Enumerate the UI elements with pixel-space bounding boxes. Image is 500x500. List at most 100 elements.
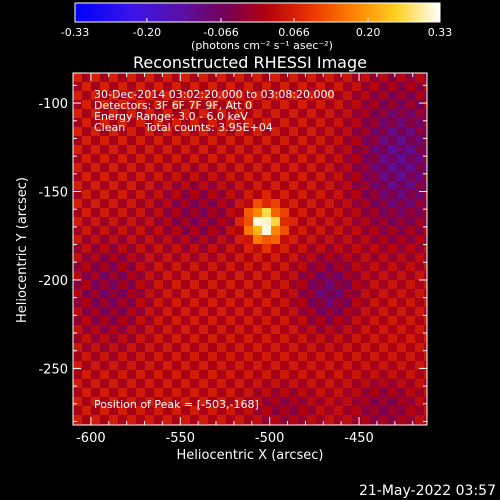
heatmap-cell — [190, 370, 199, 379]
heatmap-cell — [217, 370, 226, 379]
heatmap-cell — [235, 343, 244, 352]
heatmap-cell — [289, 262, 298, 271]
heatmap-cell — [73, 415, 82, 424]
heatmap-cell — [217, 154, 226, 163]
heatmap-cell — [181, 325, 190, 334]
heatmap-cell — [298, 253, 307, 262]
heatmap-cell — [163, 208, 172, 217]
time-range-text: 30-Dec-2014 03:02:20.000 to 03:08:20.000 — [94, 88, 335, 101]
heatmap-cell — [109, 370, 118, 379]
heatmap-cell — [82, 298, 91, 307]
heatmap-cell — [163, 82, 172, 91]
heatmap-cell — [316, 289, 325, 298]
heatmap-cell — [127, 109, 136, 118]
heatmap-cell — [163, 298, 172, 307]
heatmap-cell — [226, 289, 235, 298]
heatmap-cell — [154, 271, 163, 280]
heatmap-cell — [226, 370, 235, 379]
heatmap-cell — [244, 190, 253, 199]
heatmap-cell — [388, 271, 397, 280]
heatmap-cell — [235, 388, 244, 397]
heatmap-cell — [118, 127, 127, 136]
heatmap-cell — [145, 280, 154, 289]
heatmap-cell — [145, 352, 154, 361]
heatmap-cell — [253, 226, 262, 235]
heatmap-cell — [136, 289, 145, 298]
heatmap-cell — [82, 289, 91, 298]
heatmap-cell — [406, 379, 415, 388]
heatmap-cell — [370, 298, 379, 307]
heatmap-cell — [190, 208, 199, 217]
heatmap-cell — [172, 235, 181, 244]
heatmap-cell — [307, 118, 316, 127]
heatmap-cell — [406, 271, 415, 280]
heatmap-cell — [127, 199, 136, 208]
heatmap-cell — [271, 181, 280, 190]
heatmap-cell — [235, 145, 244, 154]
heatmap-cell — [91, 379, 100, 388]
heatmap-cell — [91, 73, 100, 82]
heatmap-cell — [73, 271, 82, 280]
heatmap-cell — [397, 190, 406, 199]
heatmap-cell — [370, 217, 379, 226]
heatmap-cell — [82, 352, 91, 361]
heatmap-cell — [280, 325, 289, 334]
heatmap-cell — [361, 109, 370, 118]
heatmap-cell — [82, 397, 91, 406]
heatmap-cell — [154, 145, 163, 154]
heatmap-cell — [388, 307, 397, 316]
heatmap-cell — [379, 145, 388, 154]
heatmap-cell — [208, 397, 217, 406]
heatmap-cell — [100, 325, 109, 334]
heatmap-cell — [280, 100, 289, 109]
heatmap-cell — [82, 244, 91, 253]
heatmap-cell — [271, 73, 280, 82]
heatmap-cell — [370, 145, 379, 154]
heatmap-cell — [91, 145, 100, 154]
heatmap-cell — [100, 100, 109, 109]
heatmap-cell — [253, 307, 262, 316]
heatmap-cell — [118, 208, 127, 217]
heatmap-cell — [289, 82, 298, 91]
heatmap-cell — [316, 379, 325, 388]
heatmap-cell — [109, 325, 118, 334]
heatmap-cell — [226, 379, 235, 388]
heatmap-cell — [145, 226, 154, 235]
heatmap-cell — [361, 190, 370, 199]
heatmap-cell — [91, 118, 100, 127]
heatmap-cell — [289, 415, 298, 424]
heatmap-cell — [325, 280, 334, 289]
heatmap-cell — [226, 172, 235, 181]
heatmap-cell — [145, 100, 154, 109]
heatmap-cell — [109, 316, 118, 325]
y-axis: -100-150-200-250 — [38, 84, 427, 422]
heatmap-cell — [118, 136, 127, 145]
heatmap-cell — [100, 154, 109, 163]
heatmap-cell — [199, 361, 208, 370]
heatmap-cell — [325, 244, 334, 253]
heatmap-cell — [181, 397, 190, 406]
heatmap-cell — [73, 199, 82, 208]
heatmap-cell — [190, 226, 199, 235]
heatmap-cell — [199, 244, 208, 253]
heatmap-cell — [100, 163, 109, 172]
heatmap-cell — [181, 226, 190, 235]
heatmap-cell — [280, 226, 289, 235]
heatmap-cell — [325, 325, 334, 334]
heatmap-cell — [280, 334, 289, 343]
heatmap-cell — [325, 352, 334, 361]
heatmap-cell — [190, 154, 199, 163]
heatmap-cell — [316, 307, 325, 316]
heatmap-cell — [235, 172, 244, 181]
heatmap-cell — [118, 280, 127, 289]
heatmap-cell — [181, 352, 190, 361]
heatmap-cell — [316, 280, 325, 289]
heatmap-cell — [217, 271, 226, 280]
heatmap-cell — [208, 370, 217, 379]
heatmap-cell — [379, 208, 388, 217]
heatmap-cell — [100, 280, 109, 289]
heatmap-cell — [226, 82, 235, 91]
heatmap-cell — [325, 163, 334, 172]
heatmap-cell — [271, 127, 280, 136]
heatmap-cell — [361, 388, 370, 397]
